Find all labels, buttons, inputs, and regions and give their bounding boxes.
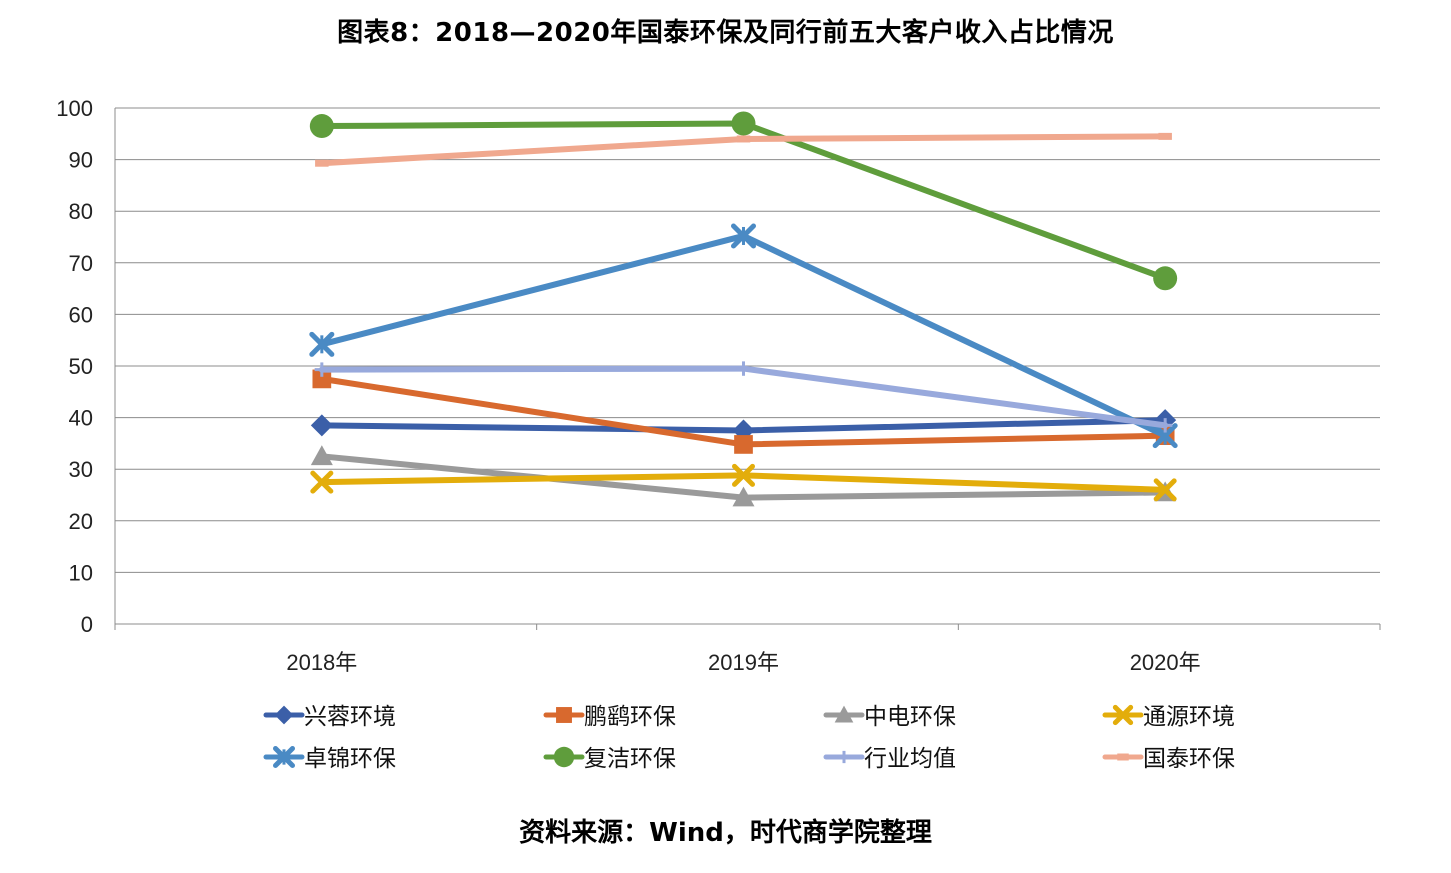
y-tick-label: 20 xyxy=(69,509,93,534)
data-point-dash xyxy=(1117,753,1129,761)
data-point-x xyxy=(310,470,334,494)
data-point-diamond xyxy=(310,414,333,437)
x-tick-label: 2018年 xyxy=(286,650,357,675)
y-tick-label: 100 xyxy=(56,96,93,121)
data-point-plus xyxy=(1157,418,1173,433)
data-point-star xyxy=(309,331,335,357)
x-tick-label: 2019年 xyxy=(708,650,779,675)
legend-item: 兴蓉环境 xyxy=(263,704,396,730)
y-tick-label: 80 xyxy=(69,199,93,224)
data-point-x xyxy=(1112,704,1134,726)
series-国泰环保 xyxy=(315,132,1172,167)
data-point-x-stroke xyxy=(732,463,755,487)
data-point-x-stroke xyxy=(1112,704,1134,726)
data-point-triangle xyxy=(834,705,854,723)
data-point-circle xyxy=(309,114,334,139)
legend-item: 卓锦环保 xyxy=(263,746,396,772)
data-point-x xyxy=(1153,478,1177,502)
data-point-circle xyxy=(553,746,575,768)
data-point-plus xyxy=(736,361,751,376)
legend-label: 卓锦环保 xyxy=(304,746,396,772)
legend-label: 鹏鹞环保 xyxy=(584,704,676,730)
legend-label: 通源环境 xyxy=(1143,704,1235,730)
data-point-square xyxy=(734,435,753,454)
data-point-x-stroke xyxy=(1153,478,1177,502)
data-point-dash xyxy=(315,159,329,167)
data-point-x-stroke xyxy=(310,470,334,494)
series-卓锦环保 xyxy=(309,223,1178,449)
series-行业均值 xyxy=(314,361,1173,433)
y-tick-label: 60 xyxy=(69,302,93,327)
series-复洁环保 xyxy=(309,111,1178,291)
x-tick-label: 2020年 xyxy=(1130,650,1201,675)
data-point-triangle xyxy=(732,486,755,507)
chart-title: 图表8：2018—2020年国泰环保及同行前五大客户收入占比情况 xyxy=(337,18,1114,48)
legend-label: 中电环保 xyxy=(864,704,956,730)
series-lines xyxy=(309,111,1178,507)
legend-label: 国泰环保 xyxy=(1143,746,1235,772)
source-note: 资料来源：Wind，时代商学院整理 xyxy=(519,818,932,848)
y-tick-label: 10 xyxy=(69,560,93,585)
data-point-circle xyxy=(1153,266,1178,291)
legend-item: 行业均值 xyxy=(823,746,956,772)
y-tick-label: 40 xyxy=(69,406,93,431)
data-point-circle xyxy=(731,111,756,136)
y-tick-label: 30 xyxy=(69,457,93,482)
legend-item: 通源环境 xyxy=(1102,704,1235,730)
legend-item: 复洁环保 xyxy=(543,746,676,772)
legend-label: 行业均值 xyxy=(864,746,956,772)
legend-item: 鹏鹞环保 xyxy=(543,704,676,730)
y-tick-label: 90 xyxy=(69,148,93,173)
legend-label: 兴蓉环境 xyxy=(304,704,396,730)
data-point-dash xyxy=(736,135,751,143)
data-point-star xyxy=(731,223,756,249)
axes: 0 10 20 30 40 50 60 70 80 90 100 2018年 2019年 2020年 xyxy=(56,96,1381,675)
data-point-dash xyxy=(1158,132,1172,140)
data-point-square xyxy=(556,707,572,723)
y-tick-label: 70 xyxy=(69,251,93,276)
data-point-diamond xyxy=(274,705,294,725)
data-point-plus xyxy=(837,750,851,764)
y-tick-label: 0 xyxy=(81,612,93,637)
series-line xyxy=(318,120,1169,282)
legend-label: 复洁环保 xyxy=(584,746,676,772)
series-通源环境 xyxy=(310,463,1177,502)
data-point-plus xyxy=(314,362,330,377)
legend-item: 中电环保 xyxy=(823,704,956,730)
data-point-star xyxy=(273,746,295,768)
data-point-square xyxy=(312,369,332,389)
y-tick-label: 50 xyxy=(69,354,93,379)
legend-item: 国泰环保 xyxy=(1102,746,1235,772)
data-point-x xyxy=(732,463,755,487)
data-point-triangle xyxy=(310,445,333,466)
